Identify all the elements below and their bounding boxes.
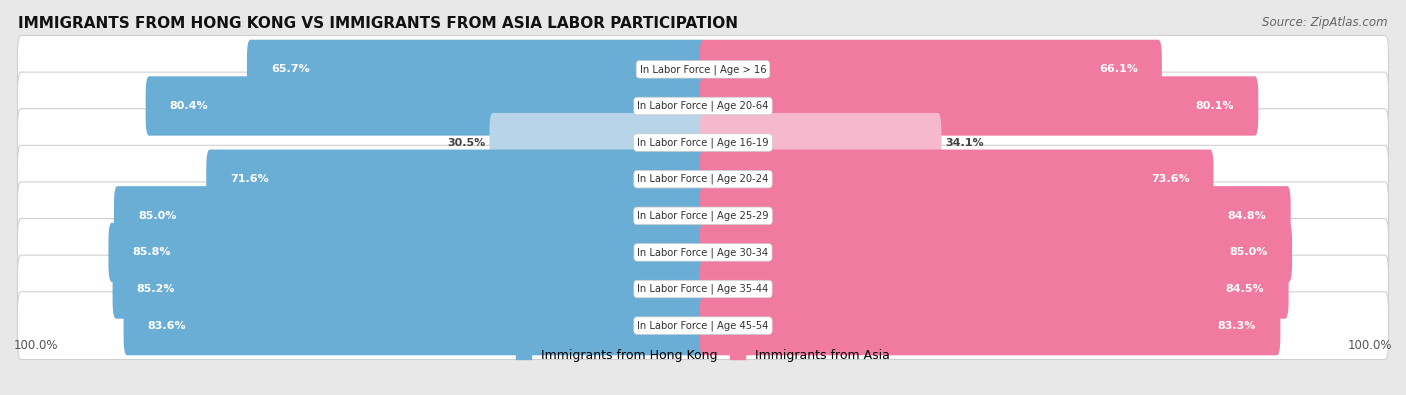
Text: 34.1%: 34.1% bbox=[945, 137, 983, 148]
Text: In Labor Force | Age > 16: In Labor Force | Age > 16 bbox=[640, 64, 766, 75]
FancyBboxPatch shape bbox=[700, 296, 1281, 355]
Text: 80.1%: 80.1% bbox=[1195, 101, 1234, 111]
FancyBboxPatch shape bbox=[114, 186, 706, 245]
FancyBboxPatch shape bbox=[700, 76, 1258, 135]
Text: 66.1%: 66.1% bbox=[1099, 64, 1137, 74]
Text: 85.0%: 85.0% bbox=[1230, 247, 1268, 258]
Legend: Immigrants from Hong Kong, Immigrants from Asia: Immigrants from Hong Kong, Immigrants fr… bbox=[512, 345, 894, 365]
Text: In Labor Force | Age 35-44: In Labor Force | Age 35-44 bbox=[637, 284, 769, 294]
FancyBboxPatch shape bbox=[17, 145, 1389, 213]
Text: 100.0%: 100.0% bbox=[14, 339, 59, 352]
FancyBboxPatch shape bbox=[700, 260, 1289, 319]
FancyBboxPatch shape bbox=[17, 109, 1389, 177]
FancyBboxPatch shape bbox=[207, 150, 706, 209]
FancyBboxPatch shape bbox=[700, 223, 1292, 282]
FancyBboxPatch shape bbox=[17, 36, 1389, 103]
Text: 80.4%: 80.4% bbox=[170, 101, 208, 111]
Text: In Labor Force | Age 16-19: In Labor Force | Age 16-19 bbox=[637, 137, 769, 148]
FancyBboxPatch shape bbox=[247, 40, 706, 99]
Text: 84.8%: 84.8% bbox=[1227, 211, 1267, 221]
FancyBboxPatch shape bbox=[124, 296, 706, 355]
Text: In Labor Force | Age 25-29: In Labor Force | Age 25-29 bbox=[637, 211, 769, 221]
Text: 84.5%: 84.5% bbox=[1226, 284, 1264, 294]
Text: 73.6%: 73.6% bbox=[1150, 174, 1189, 184]
FancyBboxPatch shape bbox=[108, 223, 706, 282]
Text: Source: ZipAtlas.com: Source: ZipAtlas.com bbox=[1263, 16, 1388, 29]
Text: 65.7%: 65.7% bbox=[271, 64, 309, 74]
Text: 85.2%: 85.2% bbox=[136, 284, 176, 294]
FancyBboxPatch shape bbox=[700, 150, 1213, 209]
Text: In Labor Force | Age 30-34: In Labor Force | Age 30-34 bbox=[637, 247, 769, 258]
Text: 30.5%: 30.5% bbox=[447, 137, 486, 148]
FancyBboxPatch shape bbox=[112, 260, 706, 319]
Text: IMMIGRANTS FROM HONG KONG VS IMMIGRANTS FROM ASIA LABOR PARTICIPATION: IMMIGRANTS FROM HONG KONG VS IMMIGRANTS … bbox=[18, 16, 738, 31]
Text: 100.0%: 100.0% bbox=[1347, 339, 1392, 352]
Text: 71.6%: 71.6% bbox=[231, 174, 269, 184]
FancyBboxPatch shape bbox=[17, 292, 1389, 359]
Text: 85.0%: 85.0% bbox=[138, 211, 176, 221]
Text: 83.3%: 83.3% bbox=[1218, 321, 1256, 331]
Text: 85.8%: 85.8% bbox=[132, 247, 172, 258]
Text: In Labor Force | Age 45-54: In Labor Force | Age 45-54 bbox=[637, 320, 769, 331]
FancyBboxPatch shape bbox=[17, 182, 1389, 250]
FancyBboxPatch shape bbox=[700, 40, 1161, 99]
FancyBboxPatch shape bbox=[489, 113, 706, 172]
Text: 83.6%: 83.6% bbox=[148, 321, 187, 331]
FancyBboxPatch shape bbox=[17, 218, 1389, 286]
Text: In Labor Force | Age 20-64: In Labor Force | Age 20-64 bbox=[637, 101, 769, 111]
FancyBboxPatch shape bbox=[700, 113, 942, 172]
Text: In Labor Force | Age 20-24: In Labor Force | Age 20-24 bbox=[637, 174, 769, 184]
FancyBboxPatch shape bbox=[146, 76, 706, 135]
FancyBboxPatch shape bbox=[700, 186, 1291, 245]
FancyBboxPatch shape bbox=[17, 72, 1389, 140]
FancyBboxPatch shape bbox=[17, 255, 1389, 323]
